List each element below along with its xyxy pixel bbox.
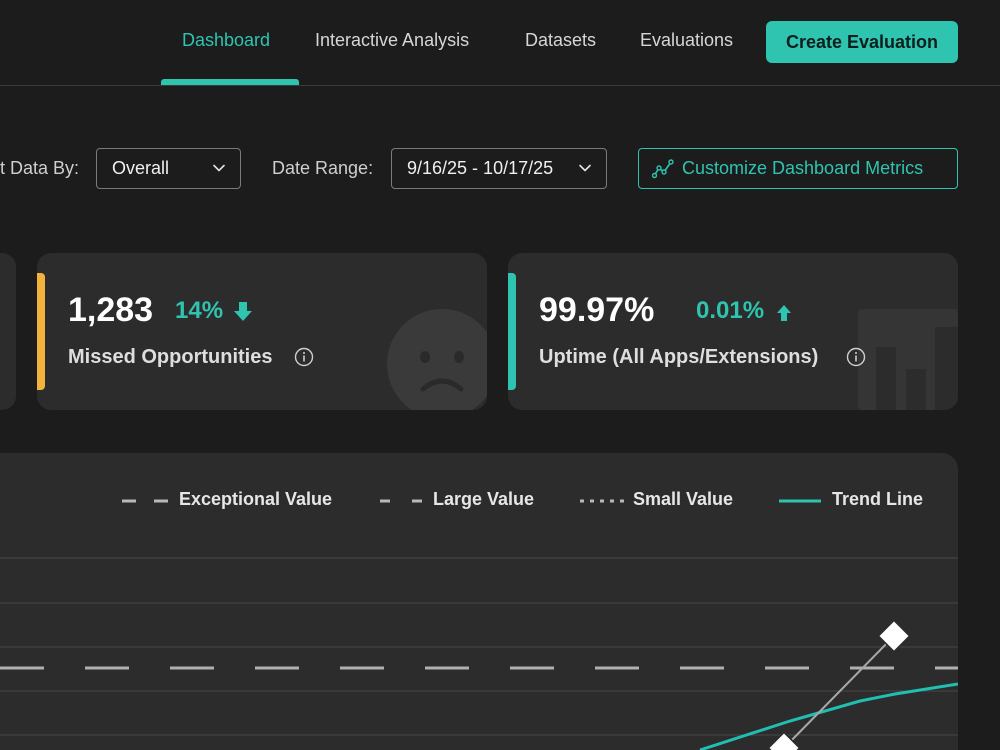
- legend-swatch-solid: [779, 499, 821, 503]
- legend-label: Exceptional Value: [179, 489, 333, 509]
- trend-line: [699, 682, 958, 750]
- date-range-value: 9/16/25 - 10/17/25: [407, 158, 554, 178]
- data-point[interactable]: [767, 731, 801, 750]
- metric-card-partial: [0, 253, 16, 410]
- metric-card-missed-opportunities: 1,283 14% Missed Opportunities: [37, 253, 487, 410]
- info-icon[interactable]: [846, 347, 866, 367]
- customize-dashboard-metrics-button[interactable]: Customize Dashboard Metrics: [638, 148, 958, 189]
- customize-dashboard-metrics-label: Customize Dashboard Metrics: [682, 158, 924, 178]
- info-icon[interactable]: [294, 347, 314, 367]
- uptime-value: 99.97%: [539, 291, 655, 329]
- tab-datasets[interactable]: Datasets: [525, 30, 597, 50]
- uptime-label: Uptime (All Apps/Extensions): [539, 346, 819, 368]
- missed-opportunities-label: Missed Opportunities: [68, 346, 273, 368]
- legend-swatch-dashed: [380, 499, 424, 503]
- date-range-label: Date Range:: [272, 158, 374, 178]
- missed-opportunities-delta: 14%: [175, 297, 224, 324]
- metric-card-uptime: 99.97% 0.01% Uptime (All Apps/Extensions…: [508, 253, 958, 410]
- top-nav: Dashboard Interactive Analysis Datasets …: [0, 0, 1000, 86]
- arrow-down-icon: [234, 302, 252, 321]
- card-accent-bar: [37, 273, 45, 390]
- missed-opportunities-value: 1,283: [68, 291, 154, 329]
- sort-data-select[interactable]: Overall: [96, 148, 241, 189]
- legend-label: Trend Line: [832, 489, 924, 509]
- legend-swatch-dashed: [122, 499, 168, 503]
- trend-chart: [0, 557, 958, 750]
- uptime-delta: 0.01%: [696, 297, 765, 324]
- sort-data-label: t Data By:: [0, 158, 80, 178]
- trend-line-icon: [652, 159, 674, 179]
- legend-label: Large Value: [433, 489, 535, 509]
- chevron-down-icon: [213, 164, 225, 172]
- legend-swatch-dotted: [580, 499, 624, 503]
- arrow-up-icon: [777, 305, 791, 321]
- date-range-select[interactable]: 9/16/25 - 10/17/25: [391, 148, 607, 189]
- create-evaluation-button[interactable]: Create Evaluation: [766, 21, 958, 63]
- bar-chart-icon: [858, 309, 958, 410]
- legend-label: Small Value: [633, 489, 734, 509]
- card-accent-bar: [508, 273, 516, 390]
- tab-interactive-analysis[interactable]: Interactive Analysis: [315, 30, 470, 50]
- sort-data-value: Overall: [112, 158, 170, 178]
- tab-dashboard[interactable]: Dashboard: [182, 30, 271, 50]
- chevron-down-icon: [579, 164, 591, 172]
- series-line: [783, 635, 895, 749]
- data-point[interactable]: [877, 619, 911, 653]
- tab-evaluations[interactable]: Evaluations: [640, 30, 734, 50]
- sad-face-icon: [387, 309, 487, 410]
- active-tab-indicator: [161, 79, 299, 85]
